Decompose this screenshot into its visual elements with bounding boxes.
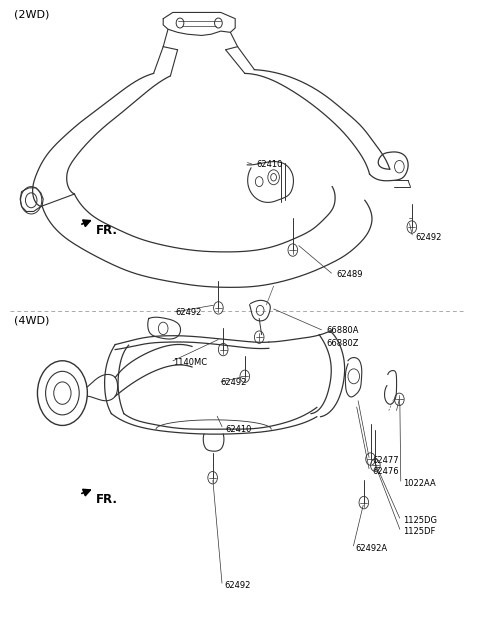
Text: 62410: 62410 (226, 425, 252, 434)
Text: 1022AA: 1022AA (403, 480, 436, 488)
Text: 62410: 62410 (257, 160, 283, 169)
Text: 66880Z: 66880Z (326, 339, 359, 348)
Text: 62489: 62489 (336, 271, 362, 279)
Text: 62492: 62492 (225, 582, 251, 590)
Text: 62476: 62476 (372, 467, 398, 476)
Text: (2WD): (2WD) (14, 9, 50, 19)
Text: 62492: 62492 (221, 378, 247, 387)
Text: 1125DF: 1125DF (403, 527, 435, 536)
Text: 1125DG: 1125DG (403, 516, 437, 525)
Text: FR.: FR. (96, 224, 118, 236)
Text: 62477: 62477 (372, 456, 398, 465)
Text: (4WD): (4WD) (14, 315, 50, 325)
Text: 62492: 62492 (415, 233, 442, 242)
Text: 62492A: 62492A (355, 544, 387, 553)
Text: 1140MC: 1140MC (173, 358, 207, 366)
Text: 66880A: 66880A (326, 327, 359, 335)
Text: FR.: FR. (96, 493, 118, 506)
Text: 62492: 62492 (175, 308, 202, 317)
